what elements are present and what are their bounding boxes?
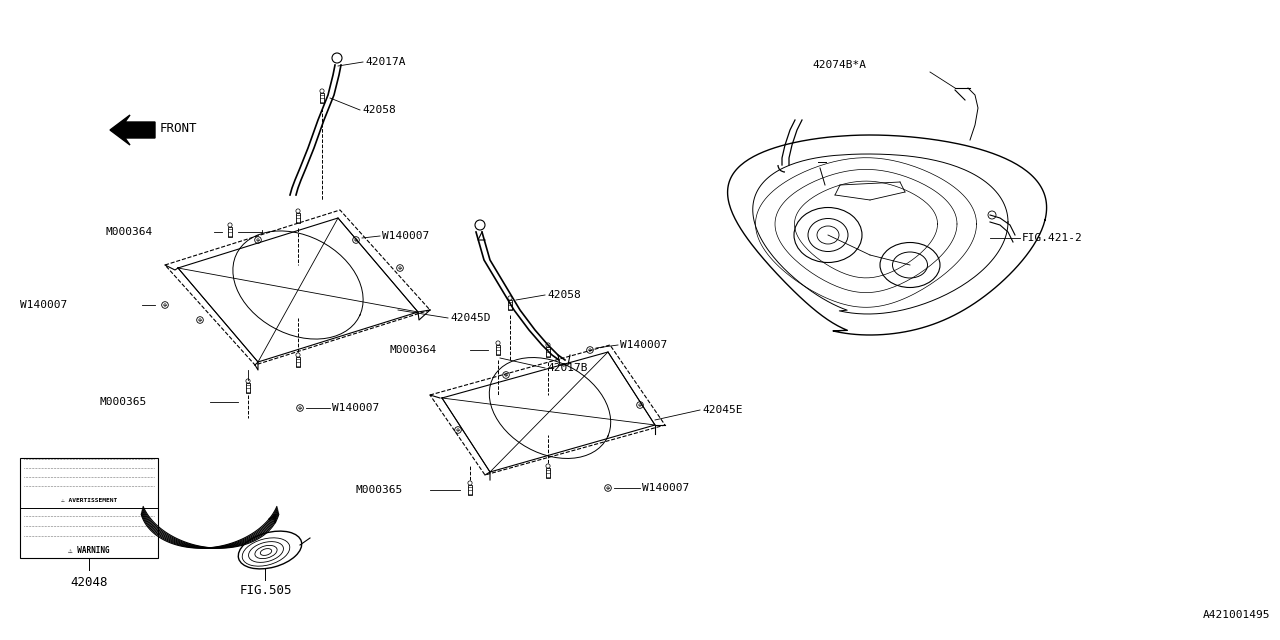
- Text: FIG.421-2: FIG.421-2: [1021, 233, 1083, 243]
- Bar: [246, 383, 250, 393]
- Text: 42058: 42058: [547, 290, 581, 300]
- Text: 42074B*A: 42074B*A: [812, 60, 867, 70]
- Text: FIG.505: FIG.505: [241, 584, 293, 596]
- Polygon shape: [110, 115, 155, 145]
- Text: ⚠ AVERTISSEMENT: ⚠ AVERTISSEMENT: [61, 497, 118, 502]
- Text: W140007: W140007: [381, 231, 429, 241]
- Text: 42048: 42048: [70, 575, 108, 589]
- Text: 42045E: 42045E: [701, 405, 742, 415]
- Text: ⚠ WARNING: ⚠ WARNING: [68, 545, 110, 554]
- Text: M000364: M000364: [105, 227, 152, 237]
- Bar: [468, 484, 472, 495]
- Bar: [20, 458, 157, 558]
- Bar: [547, 347, 549, 357]
- Text: 42045D: 42045D: [451, 313, 490, 323]
- Text: 42017A: 42017A: [365, 57, 406, 67]
- Text: M000365: M000365: [100, 397, 147, 407]
- Bar: [497, 345, 499, 355]
- Text: 42017B: 42017B: [547, 363, 588, 373]
- Bar: [296, 212, 300, 223]
- Bar: [508, 300, 512, 310]
- Text: W140007: W140007: [332, 403, 379, 413]
- Text: M000364: M000364: [390, 345, 438, 355]
- Bar: [320, 93, 324, 103]
- Text: A421001495: A421001495: [1202, 610, 1270, 620]
- Bar: [228, 227, 232, 237]
- Text: 42058: 42058: [362, 105, 396, 115]
- Bar: [547, 468, 549, 478]
- Text: W140007: W140007: [643, 483, 689, 493]
- Text: W140007: W140007: [620, 340, 667, 350]
- Text: FRONT: FRONT: [160, 122, 197, 134]
- Bar: [296, 356, 300, 367]
- Text: W140007: W140007: [20, 300, 68, 310]
- Text: M000365: M000365: [355, 485, 402, 495]
